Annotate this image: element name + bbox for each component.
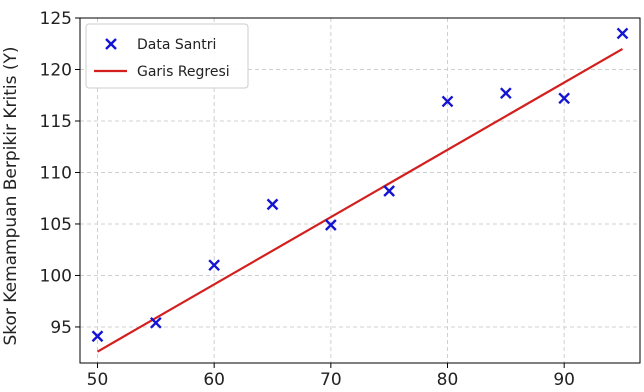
x-tick-label: 80	[437, 370, 459, 390]
grid	[80, 17, 640, 363]
data-point-stroke	[383, 185, 396, 197]
data-point-stroke	[208, 259, 221, 272]
y-tick-label: 100	[40, 266, 72, 286]
y-tick-label: 95	[50, 318, 72, 338]
y-axis-ticks: 95 100 105 110 115 120 125	[40, 9, 80, 338]
legend-marker-x	[105, 38, 117, 50]
data-point-stroke	[324, 219, 337, 231]
x-tick-label: 60	[203, 370, 225, 390]
y-tick-label: 110	[40, 163, 72, 183]
y-tick-label: 115	[40, 112, 72, 132]
data-point	[266, 198, 279, 211]
data-point	[383, 185, 396, 197]
series-layer	[91, 27, 629, 353]
x-tick-label: 70	[320, 370, 342, 390]
legend: Data Santri Garis Regresi	[85, 23, 249, 89]
data-point	[499, 87, 512, 100]
data-point	[208, 259, 221, 272]
data-point-stroke	[91, 330, 104, 343]
data-point-stroke	[558, 92, 571, 105]
data-point	[441, 95, 454, 108]
data-point	[149, 316, 162, 329]
y-tick-label: 105	[40, 215, 72, 235]
data-point-stroke	[441, 95, 454, 108]
x-tick-label: 90	[553, 370, 575, 390]
y-axis-title: Skor Kemampuan Berpikir Kritis (Y)	[1, 46, 21, 345]
legend-label-data-santri: Data Santri	[137, 37, 216, 53]
regression-line	[96, 47, 624, 353]
data-point	[91, 330, 104, 343]
legend-entry-data-santri: Data Santri	[105, 37, 216, 53]
y-tick-label: 125	[40, 9, 72, 29]
legend-label-garis-regresi: Garis Regresi	[137, 64, 230, 80]
legend-entry-garis-regresi: Garis Regresi	[94, 64, 230, 80]
x-axis-ticks: 50 60 70 80 90	[87, 363, 575, 390]
data-point-stroke	[499, 87, 512, 100]
y-tick-label: 120	[40, 60, 72, 80]
data-point	[558, 92, 571, 105]
data-point-stroke	[266, 198, 279, 211]
data-point-stroke	[616, 27, 629, 40]
x-tick-label: 50	[87, 370, 109, 390]
plot-frame	[79, 17, 641, 364]
data-point	[616, 27, 629, 40]
data-point-stroke	[149, 316, 162, 329]
data-point	[324, 219, 337, 231]
